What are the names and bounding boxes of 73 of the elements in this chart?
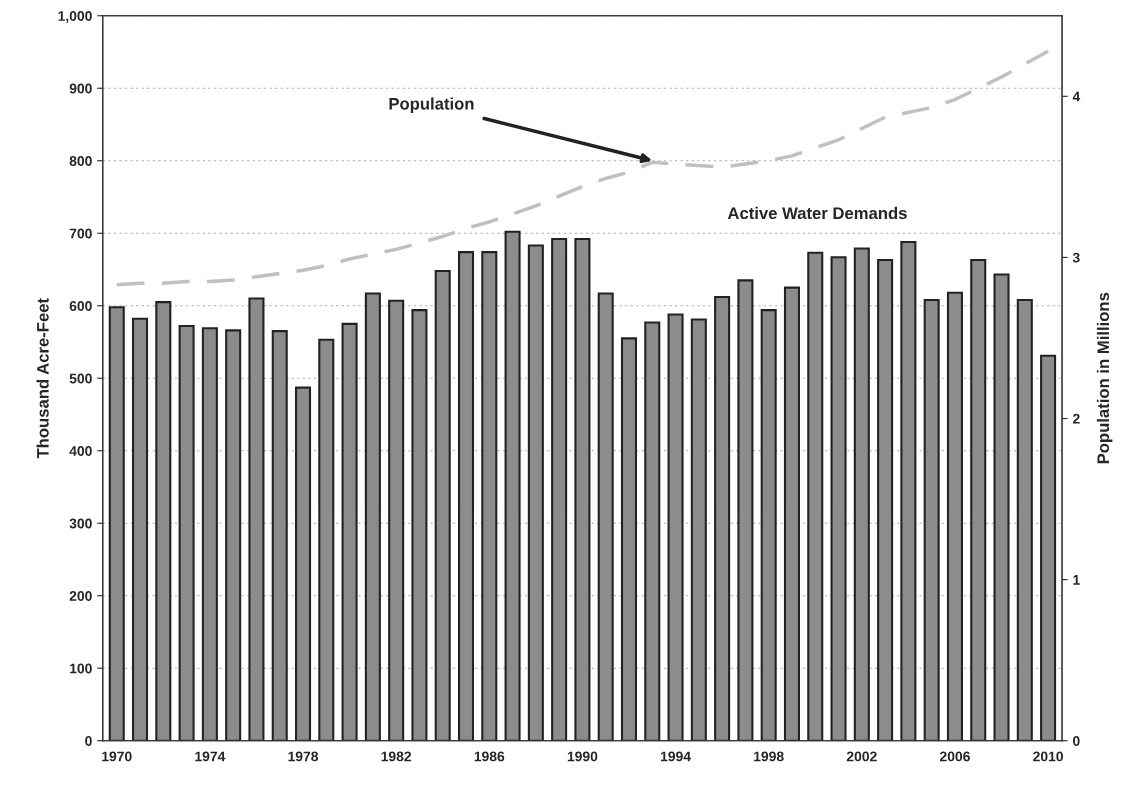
bar [551,238,568,741]
bar [504,230,521,741]
x-tick-label: 1970 [102,751,132,762]
y2-tick-label: 2 [1072,413,1080,424]
y-tick-label: 700 [69,228,92,239]
bar [388,299,405,741]
bar [248,297,265,741]
bar [457,251,475,741]
bar [690,318,707,741]
bar [597,292,614,741]
line-series [115,49,1050,287]
y-tick-label: 500 [69,373,92,384]
bar [760,309,777,741]
bar [1016,298,1033,741]
bar [434,269,451,741]
x-tick-label: 2006 [939,751,970,762]
bar [807,251,824,741]
bar [178,325,195,741]
bar [853,247,870,741]
bar [714,296,731,741]
y-axis-title: Thousand Acre-Feet [36,298,49,459]
x-tick-label: 1998 [754,751,784,762]
y2-axis-title: Population in Millions [1096,292,1113,464]
bar [271,330,288,741]
bar [225,329,242,741]
y2-tick-label: 1 [1073,575,1080,585]
y-tick-label: 0 [85,736,92,746]
bar [132,317,149,741]
bar [294,386,312,741]
bar [667,313,684,741]
annotation: Population [389,97,474,113]
bar [341,322,358,741]
y-tick-label: 100 [70,663,92,674]
x-tick-label: 1982 [381,751,412,762]
bar [970,259,987,741]
x-tick-label: 1978 [288,751,319,762]
x-tick-label: 1994 [660,751,691,762]
bar [318,338,335,741]
bar [620,337,638,741]
annotation: Active Water Demands [727,206,907,220]
bar [155,301,172,741]
y-tick-label: 800 [69,156,92,166]
bar [481,251,498,741]
bar [830,256,847,741]
x-tick-label: 2010 [1033,751,1063,762]
y2-tick-label: 4 [1072,91,1081,102]
y-tick-label: 600 [69,301,92,311]
bar [411,309,428,741]
x-tick-label: 1974 [195,751,226,762]
y-tick-label: 1,000 [58,11,92,23]
bar [574,238,591,741]
bar [1040,354,1057,741]
bar [993,273,1010,741]
bar [877,259,894,741]
bar [527,244,544,741]
x-tick-label: 1986 [474,751,505,762]
x-tick-label: 2002 [846,751,877,762]
y2-tick-label: 0 [1073,736,1080,746]
bar [108,306,125,741]
y2-tick-label: 3 [1072,252,1080,263]
bar [923,298,940,741]
bar [201,327,218,741]
y-tick-label: 900 [69,83,92,94]
x-tick-label: 1990 [567,751,598,762]
bar [644,321,661,741]
bar [783,286,800,741]
y-tick-label: 400 [69,446,92,456]
bar [737,279,754,741]
bar [364,292,381,741]
bar [900,240,917,741]
bar [946,291,963,741]
y-tick-label: 200 [69,591,92,601]
y-tick-label: 300 [69,518,92,529]
